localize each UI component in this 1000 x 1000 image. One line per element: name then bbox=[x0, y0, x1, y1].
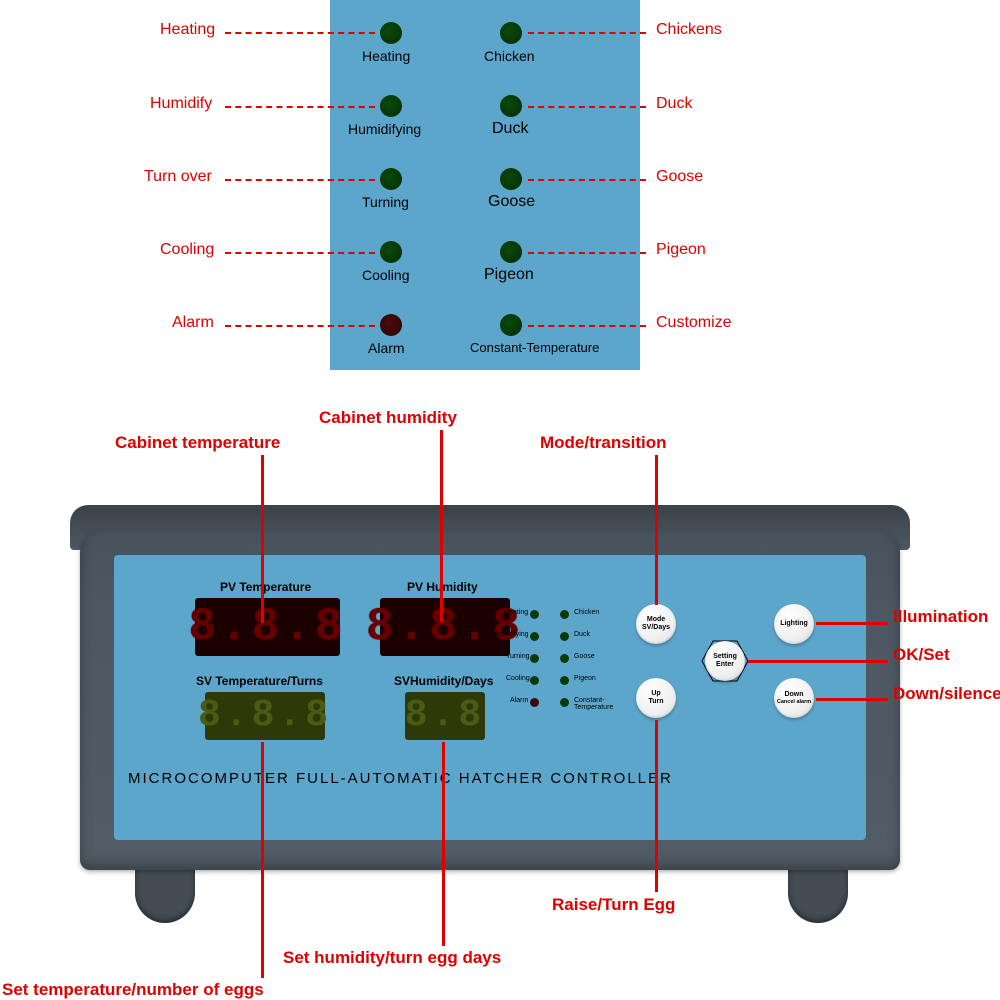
callout-lighting: Illumination bbox=[893, 607, 988, 627]
dash-turning bbox=[225, 179, 375, 181]
button-up[interactable]: UpTurn bbox=[636, 678, 676, 718]
led-label-chicken: Chicken bbox=[484, 48, 535, 64]
callout-setting: OK/Set bbox=[893, 645, 950, 665]
led-label-heating: Heating bbox=[362, 48, 410, 64]
led-chicken bbox=[500, 22, 522, 44]
display-sv-temp: 8.8.8 bbox=[205, 692, 325, 740]
dash-cooling bbox=[225, 252, 375, 254]
line-mode bbox=[655, 455, 658, 605]
callout-heating: Heating bbox=[160, 21, 215, 39]
callout-sv-temp: Set temperature/number of eggs bbox=[2, 980, 264, 1000]
callout-turning: Turn over bbox=[144, 168, 212, 186]
line-cabinet-temp bbox=[261, 455, 264, 623]
display-pv-humidity: 8.8.8 bbox=[380, 598, 510, 656]
callout-pigeon: Pigeon bbox=[656, 241, 706, 259]
led-pigeon bbox=[500, 241, 522, 263]
led-goose bbox=[500, 168, 522, 190]
callout-duck: Duck bbox=[656, 95, 692, 113]
button-setting[interactable]: SettingEnter bbox=[705, 641, 745, 681]
led-label-alarm: Alarm bbox=[368, 340, 405, 356]
button-mode[interactable]: ModeSV/Days bbox=[636, 604, 676, 644]
button-down[interactable]: DownCancel alarm bbox=[774, 678, 814, 718]
led-label-constant: Constant-Temperature bbox=[470, 340, 599, 355]
label-sv-temp: SV Temperature/Turns bbox=[196, 674, 323, 688]
dash-pigeon bbox=[528, 252, 646, 254]
button-lighting[interactable]: Lighting bbox=[774, 604, 814, 644]
dash-constant bbox=[528, 325, 646, 327]
callout-alarm: Alarm bbox=[172, 314, 214, 332]
display-sv-humidity: 8.8 bbox=[405, 692, 485, 740]
dash-duck bbox=[528, 106, 646, 108]
led-cooling bbox=[380, 241, 402, 263]
callout-sv-humidity: Set humidity/turn egg days bbox=[283, 948, 501, 968]
led-label-humidify: Humidifying bbox=[348, 121, 421, 137]
dash-heating bbox=[225, 32, 375, 34]
led-duck bbox=[500, 95, 522, 117]
callout-goose: Goose bbox=[656, 168, 703, 186]
label-pv-temp: PV Temperature bbox=[220, 580, 311, 594]
display-pv-temp: 8.8.8 bbox=[195, 598, 340, 656]
led-constant bbox=[500, 314, 522, 336]
dash-goose bbox=[528, 179, 646, 181]
led-humidify bbox=[380, 95, 402, 117]
led-turning bbox=[380, 168, 402, 190]
led-alarm bbox=[380, 314, 402, 336]
line-down bbox=[816, 698, 888, 701]
callout-cabinet-temp: Cabinet temperature bbox=[115, 433, 280, 453]
line-cabinet-humidity bbox=[440, 430, 443, 622]
led-label-cooling: Cooling bbox=[362, 267, 409, 283]
callout-humidify: Humidify bbox=[150, 95, 212, 113]
line-up bbox=[655, 720, 658, 892]
callout-cooling: Cooling bbox=[160, 241, 214, 259]
dash-alarm bbox=[225, 325, 375, 327]
device-title: MICROCOMPUTER FULL-AUTOMATIC HATCHER CON… bbox=[128, 770, 673, 787]
led-label-pigeon: Pigeon bbox=[484, 266, 534, 284]
line-sv-temp bbox=[261, 742, 264, 978]
callout-down: Down/silence bbox=[893, 684, 1000, 704]
callout-constant: Customize bbox=[656, 314, 732, 332]
callout-mode: Mode/transition bbox=[540, 433, 667, 453]
label-sv-humidity: SVHumidity/Days bbox=[394, 674, 493, 688]
led-label-turning: Turning bbox=[362, 194, 409, 210]
line-setting bbox=[748, 660, 888, 663]
line-sv-humidity bbox=[442, 742, 445, 946]
led-label-duck: Duck bbox=[492, 120, 528, 138]
callout-cabinet-humidity: Cabinet humidity bbox=[319, 408, 457, 428]
callout-chicken: Chickens bbox=[656, 21, 722, 39]
dash-humidify bbox=[225, 106, 375, 108]
led-heating bbox=[380, 22, 402, 44]
dash-chicken bbox=[528, 32, 646, 34]
led-label-goose: Goose bbox=[488, 193, 535, 211]
callout-up: Raise/Turn Egg bbox=[552, 895, 675, 915]
line-lighting bbox=[816, 622, 888, 625]
